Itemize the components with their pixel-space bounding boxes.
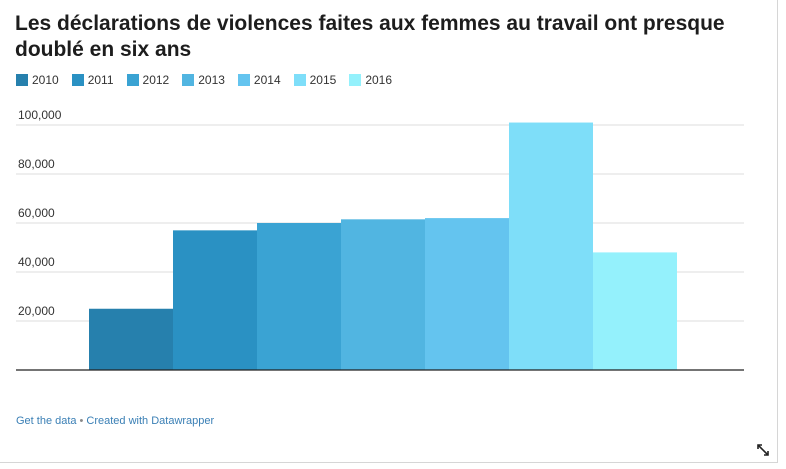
legend-label: 2011 xyxy=(87,73,114,87)
legend-swatch xyxy=(293,74,306,86)
legend-item: 2013 xyxy=(182,73,225,87)
legend-item: 2014 xyxy=(237,73,281,87)
legend-item: 2015 xyxy=(293,73,337,87)
legend-label: 2012 xyxy=(142,73,170,87)
y-tick-label: 100,000 xyxy=(18,108,62,122)
chart-title: Les déclarations de violences faites aux… xyxy=(15,12,725,61)
bar-2011 xyxy=(173,230,257,370)
bar-2016 xyxy=(593,252,677,370)
legend-swatch xyxy=(71,74,84,86)
legend-swatch xyxy=(16,74,28,86)
legend-item: 2010 xyxy=(16,73,59,87)
legend-label: 2013 xyxy=(198,73,225,87)
legend-swatch xyxy=(349,74,362,86)
y-tick-label: 60,000 xyxy=(18,206,55,220)
y-tick-label: 20,000 xyxy=(18,304,55,318)
bar-2015 xyxy=(509,122,593,370)
legend-item: 2011 xyxy=(71,73,114,87)
footer-separator: • xyxy=(79,415,84,427)
legend-item: 2016 xyxy=(349,73,392,87)
legend-label: 2014 xyxy=(253,73,281,87)
chart-frame xyxy=(0,0,778,463)
bar-2013 xyxy=(341,219,425,370)
get-data-link[interactable]: Get the data xyxy=(16,415,77,427)
legend-item: 2012 xyxy=(126,73,170,87)
y-tick-label: 40,000 xyxy=(18,255,55,269)
chart-legend: 2010 2011 2012 2013 2014 2015 2016 xyxy=(16,72,405,88)
legend-label: 2015 xyxy=(309,73,337,87)
legend-label: 2016 xyxy=(365,73,393,87)
datawrapper-credit-link[interactable]: Created with Datawrapper xyxy=(86,415,215,427)
bar-2014 xyxy=(425,218,509,370)
bar-2012 xyxy=(257,223,341,370)
legend-swatch xyxy=(237,74,250,86)
bar-2010 xyxy=(89,308,173,370)
legend-label: 2010 xyxy=(32,73,59,87)
chart-footer: Get the data • Created with Datawrapper xyxy=(16,415,214,427)
y-tick-label: 80,000 xyxy=(18,157,55,171)
legend-swatch xyxy=(182,74,195,86)
legend-swatch xyxy=(126,74,139,86)
resize-arrow-icon[interactable] xyxy=(756,443,770,457)
